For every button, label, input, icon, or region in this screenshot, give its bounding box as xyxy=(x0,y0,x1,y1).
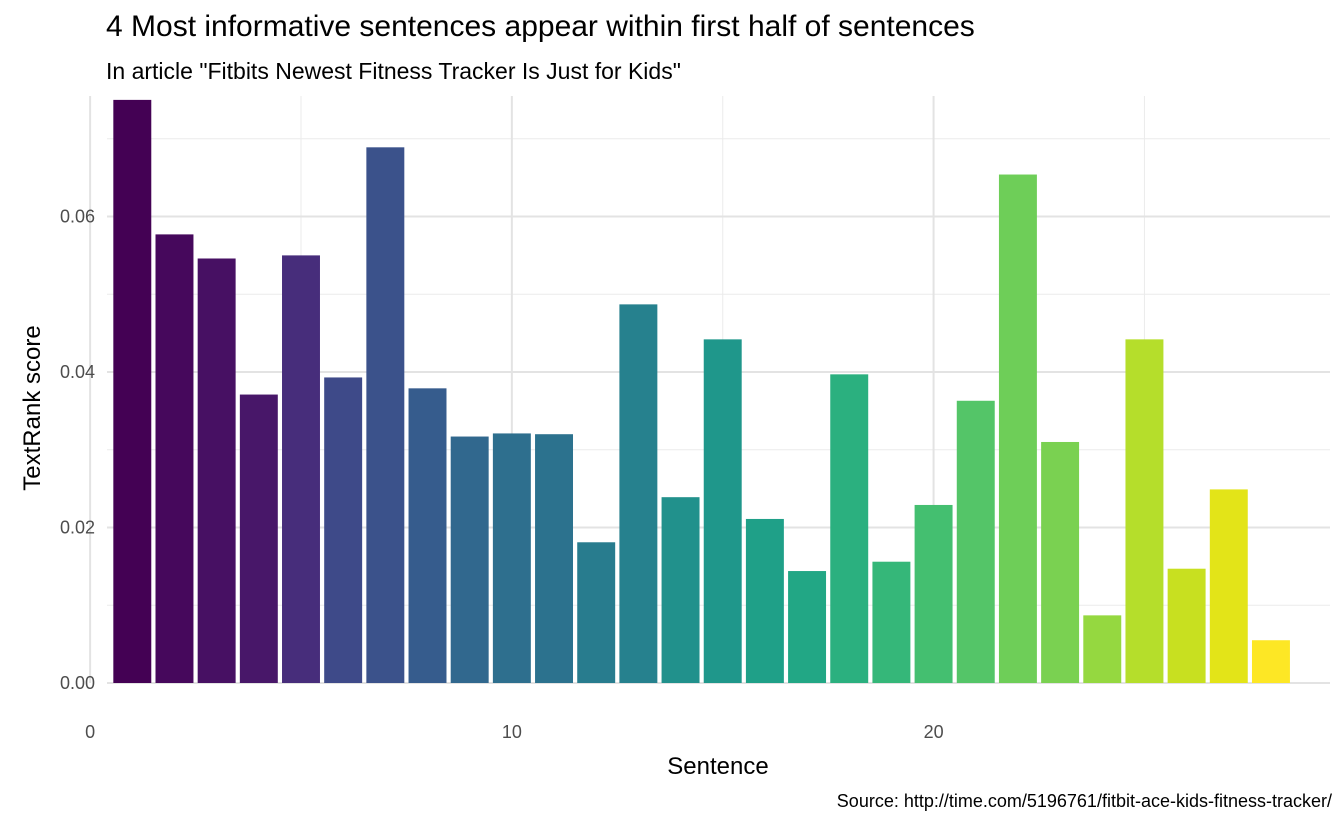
source-caption: Source: http://time.com/5196761/fitbit-a… xyxy=(836,791,1332,811)
bars xyxy=(113,99,1290,684)
bar-sentence-23 xyxy=(1041,441,1080,683)
bar-sentence-11 xyxy=(535,434,574,683)
bar-sentence-3 xyxy=(197,258,236,683)
y-tick-label: 0.04 xyxy=(60,362,95,382)
bar-sentence-24 xyxy=(1083,615,1122,683)
bar-sentence-18 xyxy=(830,374,869,683)
x-axis-ticks: 0 10 20 xyxy=(85,722,943,742)
y-axis-title: TextRank score xyxy=(19,325,46,490)
y-axis-ticks: 0.00 0.02 0.04 0.06 xyxy=(60,207,95,693)
bar-sentence-12 xyxy=(577,542,616,683)
bar-sentence-6 xyxy=(324,377,363,683)
bar-sentence-19 xyxy=(872,561,911,683)
bar-sentence-14 xyxy=(661,497,700,683)
bar-sentence-27 xyxy=(1209,489,1248,683)
bar-sentence-7 xyxy=(366,147,405,683)
chart-title: 4 Most informative sentences appear with… xyxy=(106,10,975,43)
bar-sentence-9 xyxy=(450,436,489,683)
x-tick-label: 0 xyxy=(85,722,95,742)
bar-sentence-5 xyxy=(282,255,320,684)
x-tick-label: 10 xyxy=(502,722,522,742)
bar-sentence-28 xyxy=(1251,640,1290,683)
bar-sentence-21 xyxy=(956,400,995,683)
y-tick-label: 0.02 xyxy=(60,518,95,538)
bar-sentence-25 xyxy=(1125,339,1164,683)
bar-sentence-17 xyxy=(788,571,827,683)
y-tick-label: 0.00 xyxy=(60,673,95,693)
bar-sentence-1 xyxy=(113,99,152,683)
bar-sentence-10 xyxy=(492,433,531,683)
bar-sentence-8 xyxy=(408,388,447,683)
bar-sentence-26 xyxy=(1167,568,1206,683)
bar-sentence-20 xyxy=(914,504,953,683)
y-tick-label: 0.06 xyxy=(60,207,95,227)
bar-sentence-13 xyxy=(619,304,658,683)
chart-subtitle: In article "Fitbits Newest Fitness Track… xyxy=(106,58,681,84)
bar-sentence-22 xyxy=(998,174,1037,684)
x-tick-label: 20 xyxy=(924,722,944,742)
bar-sentence-16 xyxy=(745,518,784,683)
bar-sentence-15 xyxy=(703,339,742,683)
bar-sentence-2 xyxy=(155,234,194,683)
x-axis-title: Sentence xyxy=(667,753,768,780)
bar-sentence-4 xyxy=(239,394,278,683)
